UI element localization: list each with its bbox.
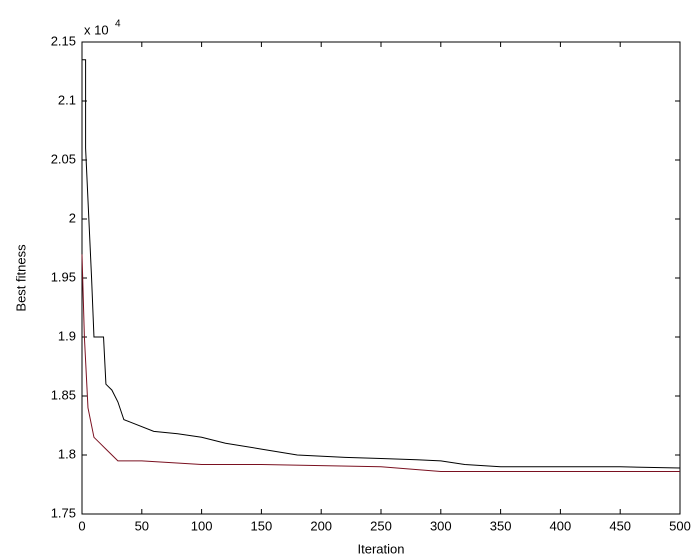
x-tick-label: 450 — [609, 518, 631, 533]
series-line — [81, 254, 680, 473]
y-tick-label: 2.05 — [51, 151, 76, 166]
y-tick-label: 1.85 — [51, 387, 76, 402]
y-tick-label: 1.8 — [58, 446, 76, 461]
y-multiplier-exponent: 4 — [115, 19, 121, 30]
y-tick-label: 2 — [69, 210, 76, 225]
x-tick-label: 100 — [191, 518, 213, 533]
y-multiplier: x 10 — [84, 22, 109, 37]
y-tick-label: 1.75 — [51, 505, 76, 520]
x-tick-label: 150 — [251, 518, 273, 533]
x-tick-label: 0 — [78, 518, 85, 533]
x-tick-label: 500 — [669, 518, 691, 533]
y-axis-label: Best fitness — [13, 244, 28, 312]
y-tick-label: 1.95 — [51, 269, 76, 284]
y-tick-label: 2.15 — [51, 33, 76, 48]
plot-box — [81, 41, 681, 515]
x-tick-label: 50 — [135, 518, 149, 533]
y-tick-label: 1.9 — [58, 328, 76, 343]
x-tick-label: 300 — [430, 518, 452, 533]
x-axis-label: Iteration — [358, 541, 405, 556]
x-tick-label: 200 — [310, 518, 332, 533]
x-tick-label: 250 — [370, 518, 392, 533]
x-tick-label: 350 — [490, 518, 512, 533]
y-tick-label: 2.1 — [58, 92, 76, 107]
x-tick-label: 400 — [550, 518, 572, 533]
series-line — [82, 59, 681, 469]
